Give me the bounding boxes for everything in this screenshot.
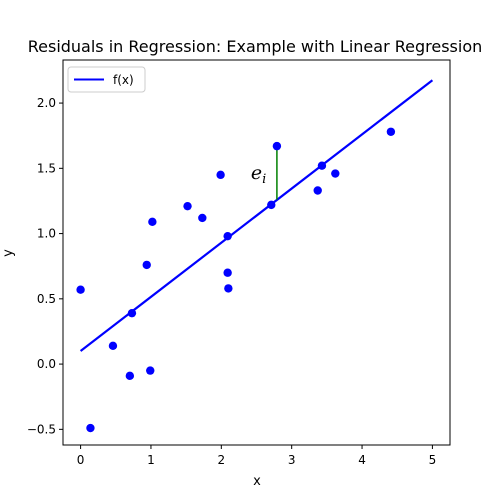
x-axis: 0 1 2 3 4 5 — [77, 445, 436, 467]
axes-frame — [62, 59, 451, 446]
x-axis-label: x — [253, 474, 261, 489]
x-tick-label: 1 — [147, 453, 155, 467]
data-point — [216, 170, 225, 180]
data-point — [223, 268, 232, 277]
y-tick-label: 2.0 — [37, 96, 56, 110]
x-tick-label: 3 — [288, 453, 296, 467]
data-point — [148, 217, 157, 227]
data-point — [331, 169, 340, 178]
data-point — [183, 201, 192, 211]
data-point — [86, 423, 95, 433]
residual-annotation: ei — [251, 162, 266, 187]
chart-title: Residuals in Regression: Example with Li… — [28, 37, 483, 56]
data-point — [142, 260, 151, 270]
legend: f(x) — [67, 66, 146, 93]
y-tick-label: 0.0 — [37, 357, 56, 371]
data-point — [108, 341, 118, 351]
data-point — [146, 366, 155, 375]
data-point — [198, 213, 207, 223]
data-point — [125, 371, 135, 381]
y-tick-label: −0.5 — [27, 422, 56, 436]
legend-label: f(x) — [113, 73, 134, 87]
data-point — [127, 308, 137, 318]
data-point — [224, 284, 233, 293]
y-tick-label: 0.5 — [37, 292, 56, 306]
x-tick-label: 5 — [429, 453, 437, 467]
data-point — [386, 127, 396, 136]
y-axis: −0.5 0.0 0.5 1.0 1.5 2.0 — [27, 96, 63, 436]
x-tick-label: 2 — [217, 453, 225, 467]
data-point — [272, 141, 282, 151]
data-point — [317, 161, 327, 170]
x-tick-label: 0 — [77, 453, 85, 467]
x-tick-label: 4 — [358, 453, 366, 467]
y-tick-label: 1.0 — [37, 227, 56, 241]
y-tick-label: 1.5 — [37, 161, 56, 175]
y-axis-label: y — [1, 249, 16, 257]
data-point — [223, 231, 232, 241]
data-point — [313, 186, 322, 195]
plot-area: ei — [62, 59, 451, 446]
regression-line — [79, 79, 434, 352]
data-point — [76, 285, 85, 294]
data-point — [267, 200, 276, 210]
legend-box — [67, 66, 146, 93]
